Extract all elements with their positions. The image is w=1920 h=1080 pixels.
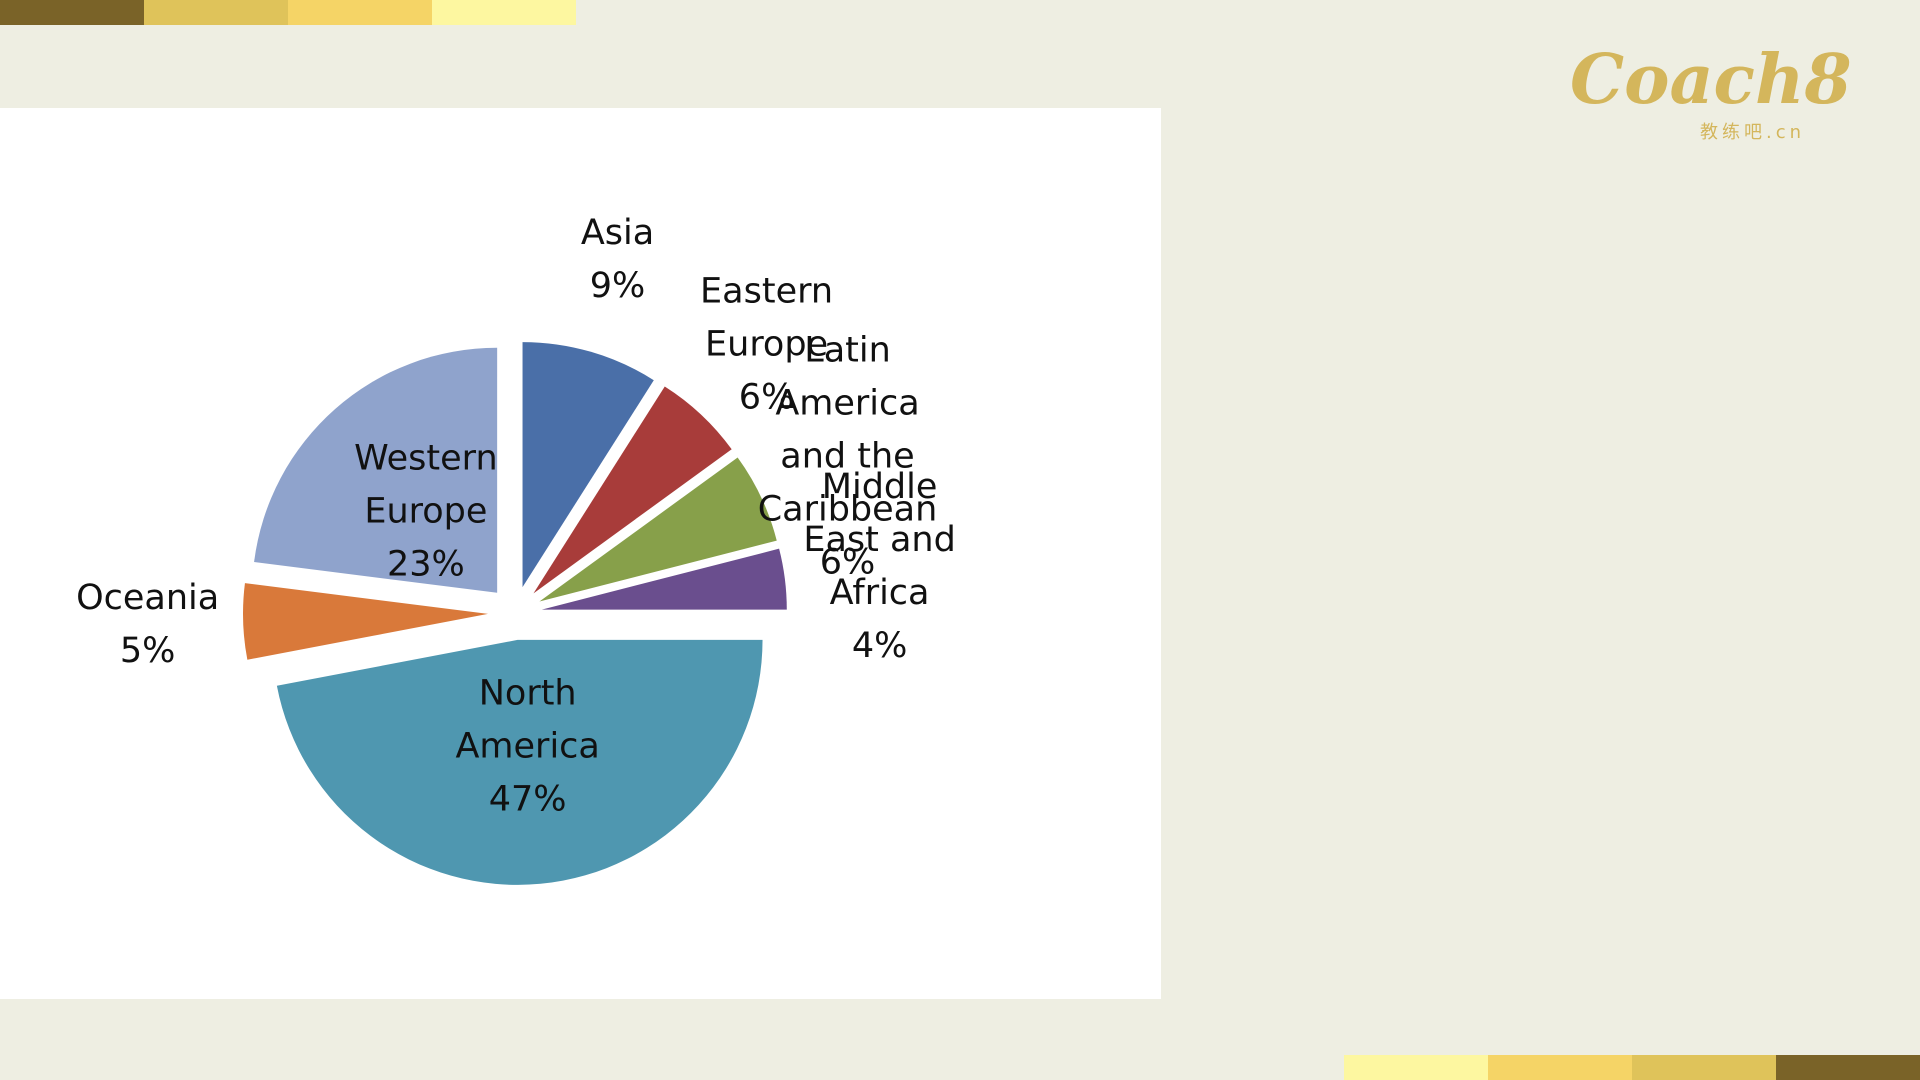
chart-panel: Asia 9% Eastern Europe 6% Latin America and … bbox=[0, 108, 1161, 999]
label-category: Oceania bbox=[76, 577, 220, 618]
label-value: 6% bbox=[819, 542, 876, 583]
data-label: Oceania 5% bbox=[48, 572, 248, 678]
pie-slice bbox=[276, 639, 763, 885]
chart bbox=[243, 342, 787, 885]
pie-slice bbox=[533, 386, 732, 594]
label-value: 4% bbox=[851, 625, 908, 666]
label-category: Latin America and the Caribbean bbox=[757, 330, 938, 530]
data-label: Asia 9% bbox=[518, 207, 718, 313]
pie-slice bbox=[539, 457, 777, 602]
label-category: Asia bbox=[580, 213, 655, 254]
pie-slice bbox=[522, 342, 654, 588]
pie-slice bbox=[243, 583, 489, 660]
decor-bar bbox=[0, 0, 144, 25]
label-category: Western Europe bbox=[354, 438, 498, 532]
label-category: Eastern Europe bbox=[700, 271, 834, 365]
pie-slice bbox=[254, 347, 498, 593]
decor-bar bbox=[1776, 1055, 1920, 1080]
data-label: Western Europe 23% bbox=[326, 432, 526, 591]
logo-text: Coach8 bbox=[1570, 40, 1852, 120]
data-label: North America 47% bbox=[428, 668, 628, 827]
decor-bar bbox=[1344, 1055, 1488, 1080]
decor-bar bbox=[432, 0, 576, 25]
pie-slice bbox=[541, 548, 787, 610]
label-value: 5% bbox=[119, 630, 176, 671]
decor-bar bbox=[144, 0, 288, 25]
decor-bar bbox=[1488, 1055, 1632, 1080]
logo-subtext: 教练吧.cn bbox=[1700, 122, 1806, 143]
label-value: 9% bbox=[589, 266, 646, 307]
label-value: 23% bbox=[386, 544, 465, 585]
decor-bar bbox=[1632, 1055, 1776, 1080]
data-label: Eastern Europe 6% bbox=[667, 266, 867, 425]
logo: Coach8 教练吧.cn bbox=[1570, 40, 1870, 143]
label-value: 47% bbox=[488, 779, 567, 820]
label-value: 6% bbox=[738, 377, 795, 418]
data-label: Latin America and the Caribbean 6% bbox=[748, 324, 948, 589]
label-category: Middle East and Africa bbox=[803, 466, 956, 613]
data-label: Middle East and Africa 4% bbox=[780, 461, 980, 673]
label-category: North America bbox=[455, 673, 600, 767]
decor-bar bbox=[288, 0, 432, 25]
